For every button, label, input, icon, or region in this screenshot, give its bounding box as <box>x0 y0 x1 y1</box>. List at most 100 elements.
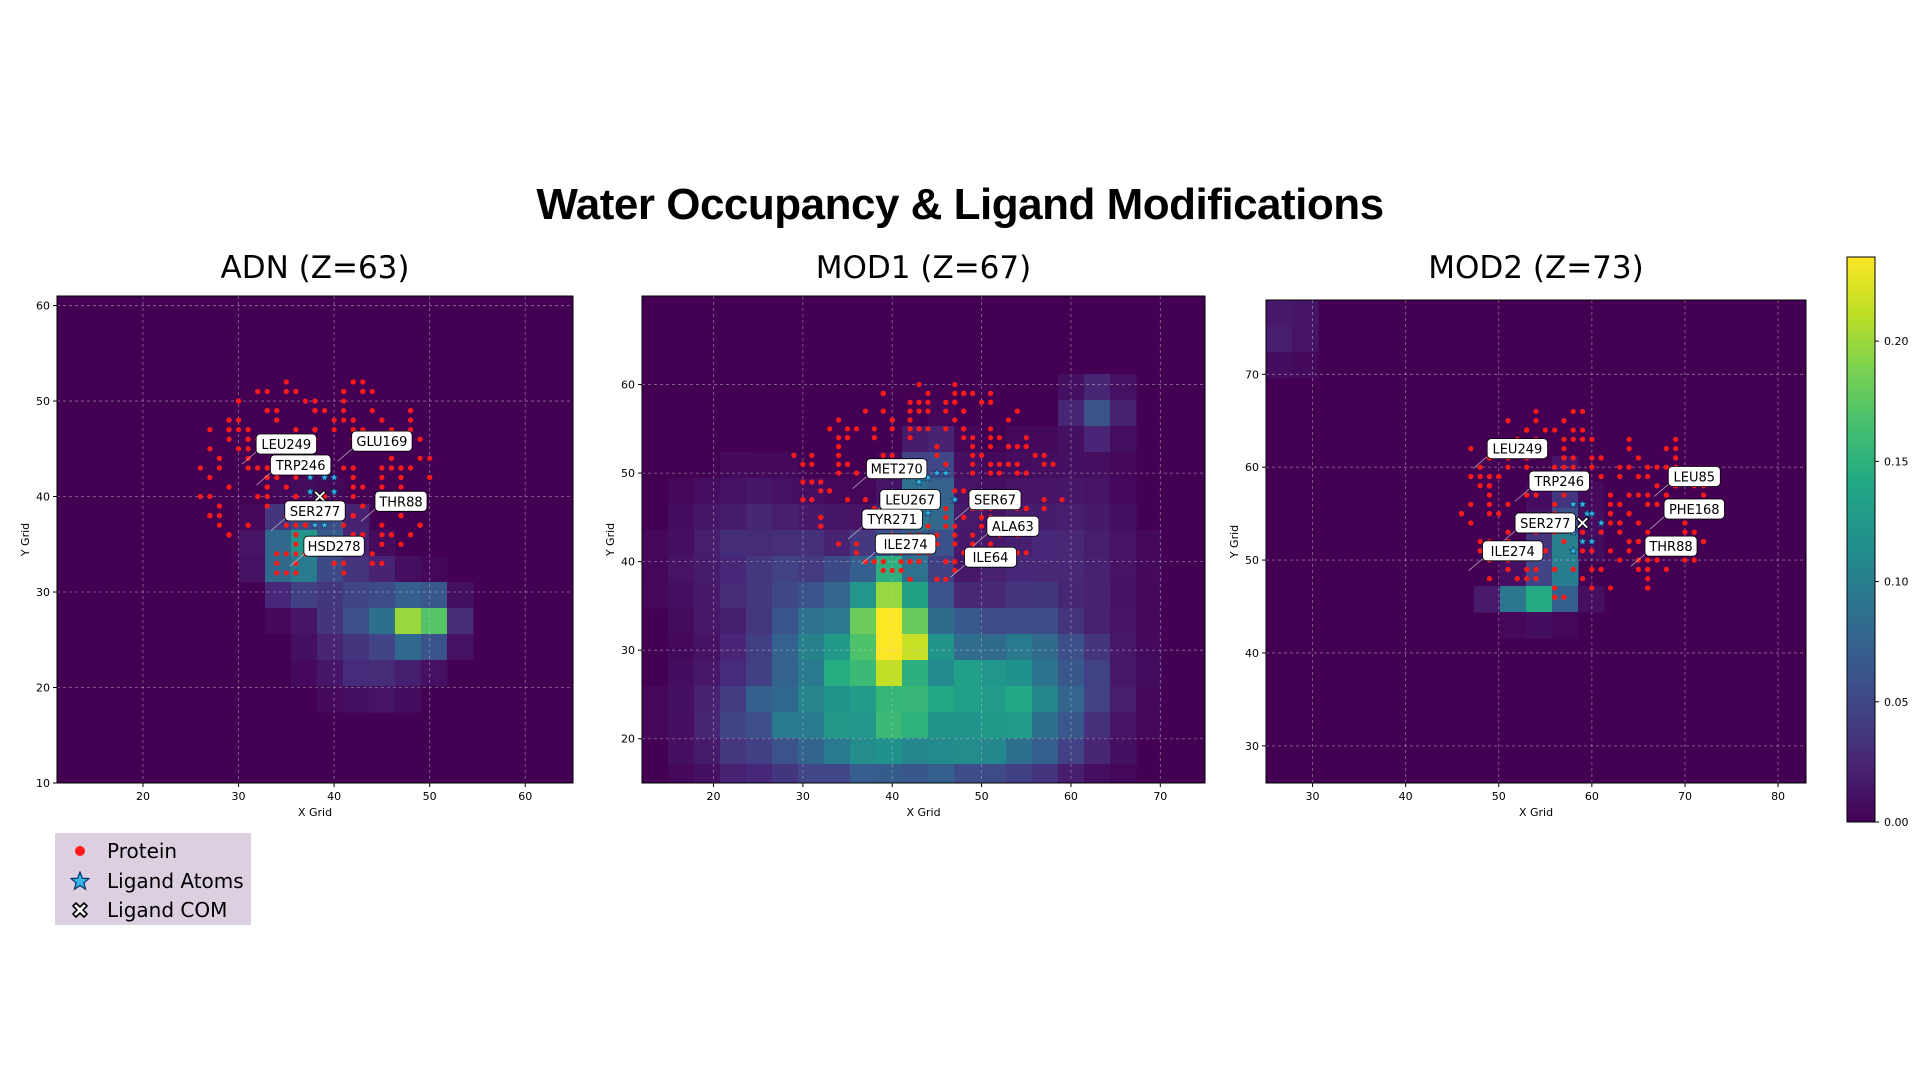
y-tick-label: 40 <box>36 491 50 504</box>
protein-atom <box>369 407 375 414</box>
heatmap-cell <box>1084 608 1111 635</box>
residue-label: TRP246 <box>275 459 326 474</box>
residue-label-box <box>866 458 928 480</box>
protein-atom <box>943 514 949 520</box>
heatmap-cell <box>928 400 955 427</box>
protein-atom <box>1700 538 1707 545</box>
protein-atom <box>970 470 976 476</box>
heatmap-cell <box>1136 608 1163 635</box>
protein-atom <box>1617 501 1623 507</box>
protein-atom <box>226 427 232 433</box>
x-tick-label: 40 <box>327 790 341 803</box>
heatmap-cell <box>902 764 929 783</box>
protein-atom <box>207 513 213 519</box>
x-tick-label: 80 <box>1771 790 1785 803</box>
protein-atom <box>1645 473 1651 480</box>
protein-atom <box>398 541 404 547</box>
heatmap-cell <box>668 634 695 661</box>
protein-atom <box>1654 483 1660 489</box>
protein-atom <box>1645 492 1651 498</box>
protein-atom <box>398 465 404 471</box>
heatmap-cell <box>1084 426 1111 453</box>
heatmap-cell <box>1110 452 1137 479</box>
x-tick-label: 70 <box>1153 790 1167 803</box>
protein-atom <box>907 417 913 423</box>
heatmap-cell <box>798 582 825 609</box>
protein-atom <box>836 417 842 423</box>
protein-atom <box>952 523 958 529</box>
protein-atom <box>844 426 851 432</box>
heatmap-cell <box>772 582 799 609</box>
residue-label-box <box>1644 535 1698 557</box>
heatmap-cell <box>694 634 721 661</box>
star-icon <box>70 871 90 891</box>
heatmap-cell <box>369 686 396 713</box>
heatmap-cell <box>1552 534 1579 561</box>
residue-label: TRP246 <box>1533 475 1584 490</box>
heatmap-cell <box>642 582 669 609</box>
protein-atom <box>264 407 270 414</box>
protein-atom <box>871 435 877 441</box>
protein-atom <box>417 436 423 442</box>
heatmap-cell <box>850 660 877 687</box>
heatmap-cell <box>1006 634 1033 661</box>
label-leader <box>241 451 257 465</box>
heatmap-cell <box>798 764 825 783</box>
heatmap-cell <box>720 660 747 687</box>
protein-atom <box>907 576 913 582</box>
protein-atom <box>1607 585 1614 591</box>
heatmap-layer-0: LEU249 GLU169 TRP246 SER277 THR88 HSD278 <box>57 296 573 783</box>
heatmap-cell <box>369 634 396 661</box>
heatmap-cell <box>1032 426 1059 453</box>
residue-label: LEU85 <box>1674 470 1716 485</box>
protein-atom <box>1477 548 1483 554</box>
protein-atom <box>827 488 833 494</box>
protein-atom <box>264 474 270 481</box>
heatmap-cell <box>954 660 981 687</box>
x-axis-label: X Grid <box>1519 806 1553 819</box>
heatmap-cell <box>694 660 721 687</box>
y-tick-label: 20 <box>36 682 50 695</box>
label-leader <box>1654 484 1669 497</box>
heatmap-cell <box>928 426 955 453</box>
heatmap-cell <box>1084 660 1111 687</box>
heatmap-cell <box>902 634 929 661</box>
protein-atom <box>1682 529 1688 535</box>
protein-atom <box>1014 461 1020 467</box>
protein-atom <box>818 479 824 485</box>
heatmap-cell <box>694 738 721 765</box>
heatmap-cell <box>798 660 825 687</box>
heatmap-cell <box>668 504 695 531</box>
protein-atom <box>1673 436 1679 442</box>
protein-atom <box>197 465 203 471</box>
heatmap-cell <box>694 764 721 783</box>
heatmap-cell <box>1032 582 1059 609</box>
heatmap-cell <box>1084 686 1111 713</box>
heatmap-cell <box>798 712 825 739</box>
protein-atom <box>388 455 395 461</box>
heatmap-cell <box>1058 764 1085 783</box>
protein-atom <box>943 426 949 432</box>
heatmap-cell <box>317 660 344 687</box>
protein-atom <box>207 427 213 433</box>
heatmap-cell <box>421 608 448 635</box>
protein-atom <box>1524 427 1530 433</box>
heatmap-cell <box>850 738 877 765</box>
protein-atom <box>398 474 404 481</box>
heatmap-cell <box>1006 582 1033 609</box>
x-tick-label: 20 <box>706 790 720 803</box>
protein-atom <box>907 435 913 441</box>
label-leader <box>852 476 867 489</box>
protein-atom <box>1041 452 1047 458</box>
protein-atom <box>1023 505 1029 512</box>
protein-atom <box>1626 548 1632 554</box>
protein-atom <box>889 417 895 423</box>
residue-label: THR88 <box>378 495 422 510</box>
label-leader <box>1514 488 1530 502</box>
protein-atom <box>1635 455 1642 461</box>
protein-atom <box>1533 418 1539 424</box>
axes-frame <box>641 295 1206 784</box>
heatmap-cell <box>1136 556 1163 583</box>
protein-atom <box>978 523 985 529</box>
protein-atom <box>1645 501 1651 507</box>
